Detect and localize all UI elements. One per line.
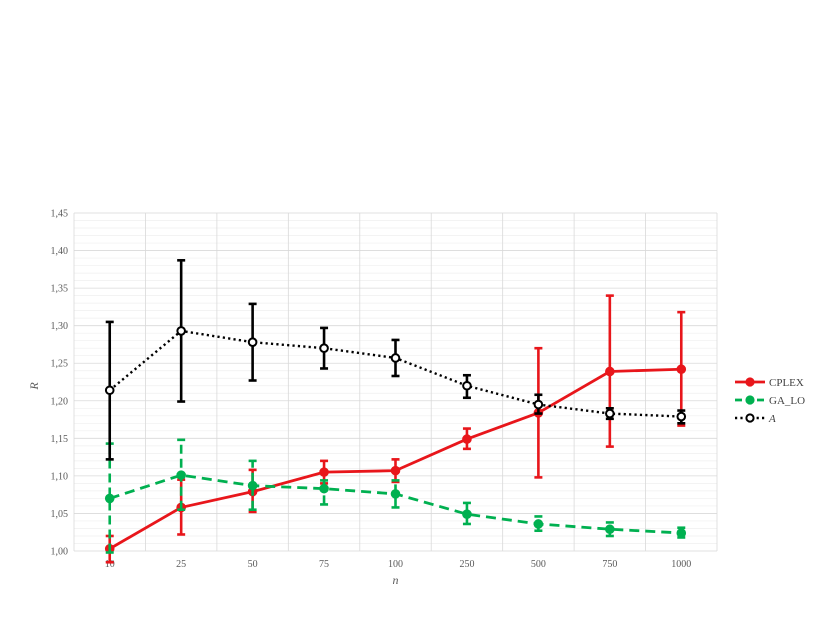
legend-label: GA_LO (769, 395, 805, 407)
data-point (176, 470, 186, 480)
error-bar (248, 459, 257, 511)
y-tick-label: 1,20 (51, 396, 69, 407)
y-tick-label: 1,35 (51, 284, 69, 295)
data-point (247, 480, 258, 491)
legend-item: GA_LO (735, 395, 805, 407)
x-tick-label: 500 (531, 559, 546, 570)
y-tick-label: 1,25 (51, 359, 69, 370)
data-point (605, 524, 615, 535)
x-axis-ticks: 10 25 50 75 100 250 500 750 1000 (105, 559, 692, 570)
x-tick-label: 50 (248, 559, 258, 570)
data-point (319, 483, 329, 494)
data-point (533, 399, 544, 410)
x-tick-label: 10 (105, 559, 115, 570)
data-point (390, 489, 401, 499)
data-point (676, 411, 687, 422)
legend-label: A (768, 413, 776, 425)
legend-label: CPLEX (769, 377, 804, 389)
series-layer (104, 259, 687, 564)
data-point (390, 465, 401, 476)
y-tick-label: 1,15 (51, 434, 69, 445)
data-point (390, 353, 401, 363)
data-point (462, 380, 472, 391)
x-tick-label: 100 (388, 559, 403, 570)
data-point (462, 434, 472, 444)
data-point (104, 385, 115, 396)
data-point (247, 337, 258, 347)
x-tick-label: 250 (459, 559, 474, 570)
series-a (104, 259, 687, 461)
data-point (676, 364, 687, 375)
legend-item: CPLEX (735, 377, 804, 389)
y-axis-ticks: 1,00 1,05 1,10 1,15 1,20 1,25 1,30 1,35 1,40 1,45 (51, 209, 69, 558)
data-point (533, 519, 544, 529)
x-tick-label: 750 (602, 559, 617, 570)
data-point (319, 467, 329, 477)
data-point (605, 408, 615, 419)
y-tick-label: 1,10 (51, 471, 69, 482)
data-point (462, 509, 472, 519)
x-tick-label: 1000 (671, 559, 691, 570)
y-tick-label: 1,45 (51, 209, 69, 220)
data-point (104, 493, 115, 504)
series-ga-lo (104, 438, 687, 554)
legend-item: A (735, 413, 776, 425)
y-tick-label: 1,05 (51, 509, 69, 520)
y-tick-label: 1,30 (51, 321, 69, 332)
x-tick-label: 25 (176, 559, 186, 570)
error-bar (391, 479, 400, 509)
y-axis-title: R (27, 382, 41, 391)
data-point (176, 326, 186, 336)
y-tick-label: 1,00 (51, 547, 69, 558)
series-cplex (104, 294, 687, 564)
data-point (676, 528, 687, 538)
error-bar (462, 501, 471, 526)
data-point (605, 366, 615, 377)
x-axis-title: n (393, 573, 399, 587)
data-point (319, 343, 329, 354)
y-tick-label: 1,40 (51, 246, 69, 257)
legend: CPLEX GA_LO A (735, 377, 805, 425)
x-tick-label: 75 (319, 559, 329, 570)
